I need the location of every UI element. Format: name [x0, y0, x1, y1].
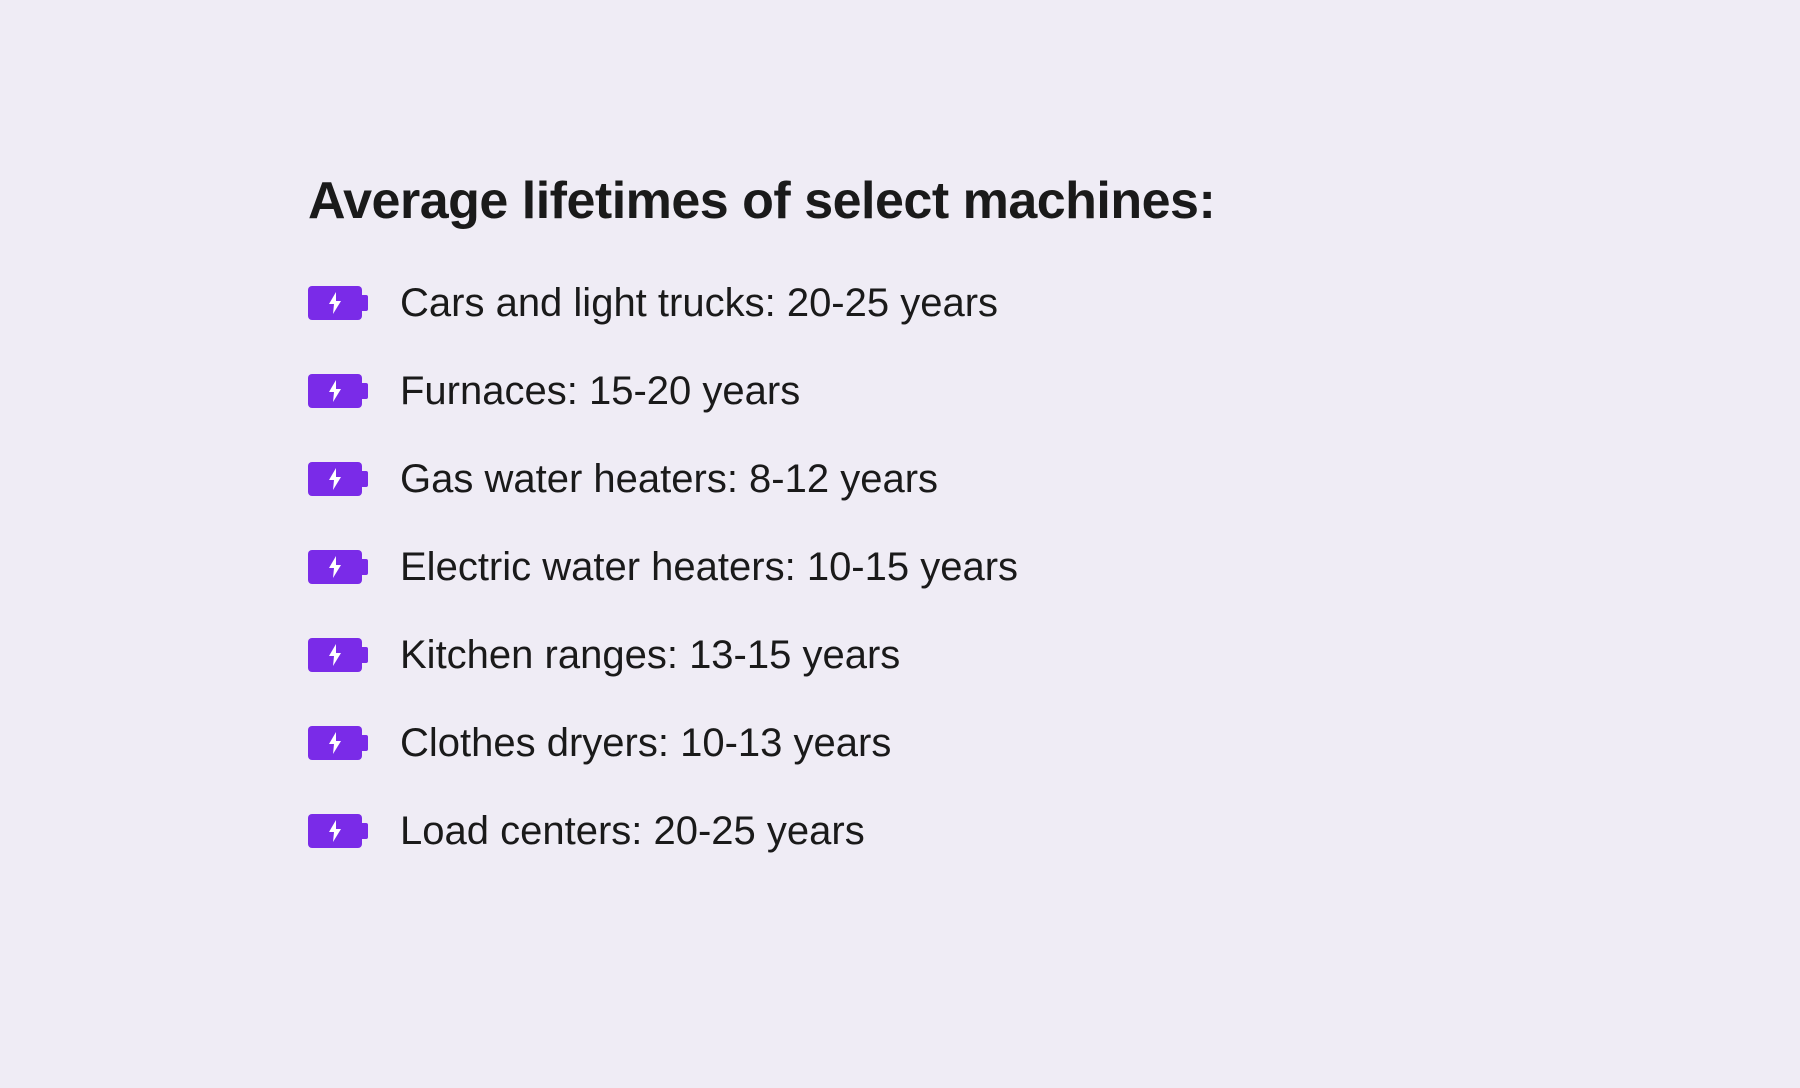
battery-bolt-icon — [308, 638, 368, 672]
card-title: Average lifetimes of select machines: — [308, 171, 1492, 231]
list-item: Furnaces: 15-20 years — [308, 367, 1492, 415]
list-item: Electric water heaters: 10-15 years — [308, 543, 1492, 591]
list-item: Clothes dryers: 10-13 years — [308, 719, 1492, 767]
list-item: Gas water heaters: 8-12 years — [308, 455, 1492, 503]
battery-bolt-icon — [308, 814, 368, 848]
battery-bolt-icon — [308, 550, 368, 584]
item-label: Cars and light trucks: 20-25 years — [400, 279, 998, 327]
lifetime-list: Cars and light trucks: 20-25 years Furna… — [308, 279, 1492, 855]
battery-bolt-icon — [308, 286, 368, 320]
battery-bolt-icon — [308, 374, 368, 408]
battery-bolt-icon — [308, 462, 368, 496]
list-item: Kitchen ranges: 13-15 years — [308, 631, 1492, 679]
list-item: Load centers: 20-25 years — [308, 807, 1492, 855]
battery-bolt-icon — [308, 726, 368, 760]
info-card: Average lifetimes of select machines: Ca… — [130, 89, 1670, 999]
item-label: Furnaces: 15-20 years — [400, 367, 800, 415]
list-item: Cars and light trucks: 20-25 years — [308, 279, 1492, 327]
item-label: Clothes dryers: 10-13 years — [400, 719, 891, 767]
item-label: Gas water heaters: 8-12 years — [400, 455, 938, 503]
item-label: Load centers: 20-25 years — [400, 807, 865, 855]
item-label: Electric water heaters: 10-15 years — [400, 543, 1018, 591]
item-label: Kitchen ranges: 13-15 years — [400, 631, 900, 679]
